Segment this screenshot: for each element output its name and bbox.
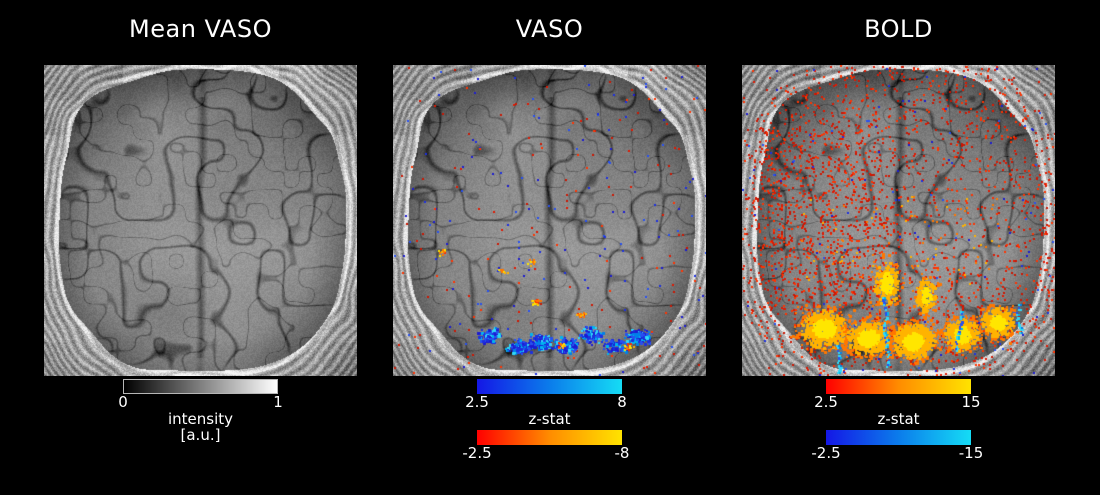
colorbar-max-label: -8 <box>614 444 630 462</box>
colorbar-min-label: -2.5 <box>462 444 492 462</box>
colorbar-max-label: -15 <box>958 444 984 462</box>
bold-zstat-brain-map-image <box>742 65 1055 376</box>
caption-line-zstat: z-stat <box>877 410 920 428</box>
colorbar-min-label: -2.5 <box>811 444 841 462</box>
colorbar-max-label: 8 <box>617 393 627 411</box>
bold-positive-colorbar-ticks: 2.5 15 <box>814 394 980 410</box>
vaso-negative-colorbar-ticks: -2.5 -8 <box>462 445 629 461</box>
vaso-negative-colorbar-block: -2.5 -8 <box>462 430 629 461</box>
vaso-colorbar-caption: z-stat <box>528 411 570 427</box>
panel-vaso: VASO 2.5 8 z-stat -2.5 -8 <box>393 0 706 495</box>
colorbar-max-label: 1 <box>273 393 283 411</box>
bold-negative-colorbar <box>826 430 971 445</box>
intensity-colorbar <box>123 379 278 394</box>
caption-line-zstat: z-stat <box>528 410 571 428</box>
bold-colorbar-caption: z-stat <box>877 411 919 427</box>
caption-line-units: [a.u.] <box>180 426 221 444</box>
intensity-colorbar-caption: intensity [a.u.] <box>168 411 233 443</box>
vaso-negative-colorbar <box>477 430 622 445</box>
vaso-zstat-brain-map-image <box>393 65 706 376</box>
caption-line-intensity: intensity <box>167 410 234 428</box>
panel-title-bold: BOLD <box>864 15 933 43</box>
panel-title-mean-vaso: Mean VASO <box>129 15 272 43</box>
bold-positive-colorbar <box>826 379 971 394</box>
vaso-positive-colorbar <box>477 379 622 394</box>
intensity-colorbar-ticks: 0 1 <box>118 394 283 410</box>
panel-bold: BOLD 2.5 15 z-stat -2.5 -15 <box>742 0 1055 495</box>
bold-negative-colorbar-block: -2.5 -15 <box>811 430 983 461</box>
colorbar-min-label: 0 <box>118 393 128 411</box>
panel-title-vaso: VASO <box>515 15 584 43</box>
colorbar-min-label: 2.5 <box>465 393 489 411</box>
vaso-positive-colorbar-block: 2.5 8 <box>465 379 627 410</box>
intensity-colorbar-block: 0 1 <box>118 379 283 410</box>
panel-mean-vaso: Mean VASO 0 1 intensity [a.u.] <box>44 0 357 495</box>
bold-negative-colorbar-ticks: -2.5 -15 <box>811 445 983 461</box>
vaso-positive-colorbar-ticks: 2.5 8 <box>465 394 627 410</box>
colorbar-max-label: 15 <box>961 393 981 411</box>
bold-positive-colorbar-block: 2.5 15 <box>814 379 981 410</box>
colorbar-min-label: 2.5 <box>814 393 838 411</box>
mean-vaso-brain-slice-image <box>44 65 357 376</box>
